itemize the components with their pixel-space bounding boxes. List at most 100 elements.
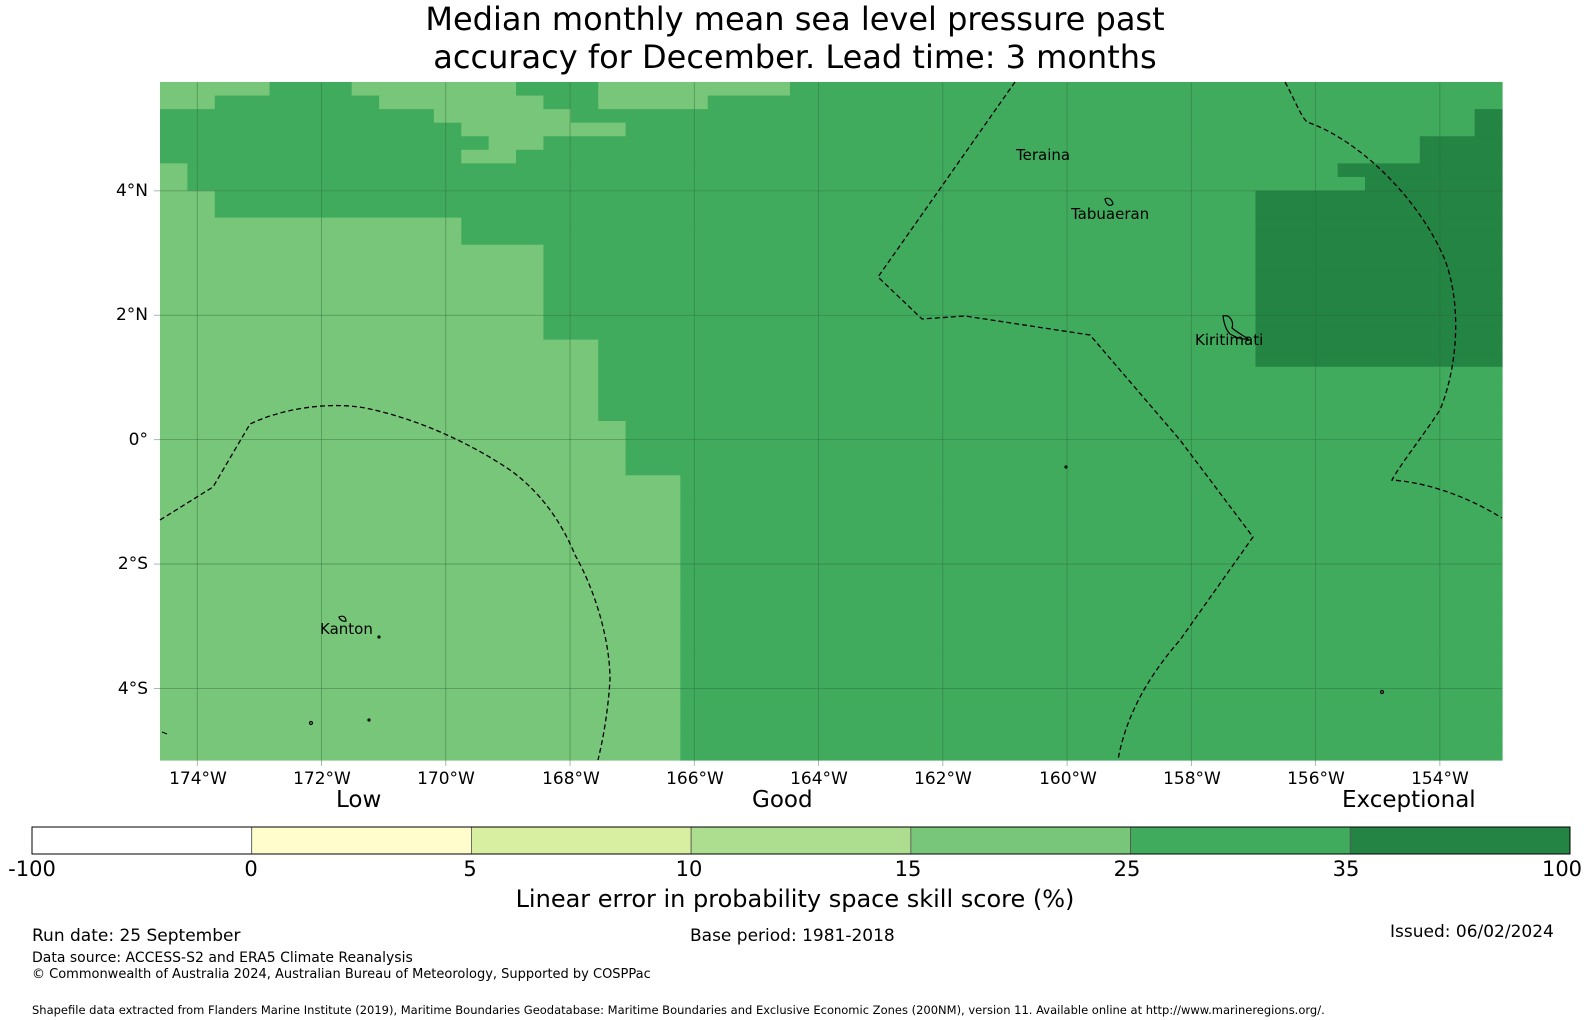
lon-tick-label-160w: 160°W [1039,769,1097,789]
skill-cell [625,461,1503,476]
skill-cell [160,149,462,164]
colorbar-tick-100: 100 [1541,857,1583,881]
colorbar-segment [690,826,912,855]
colorbar [31,826,1571,855]
skill-cell [598,393,1503,409]
island-kanton [338,615,347,622]
skill-cell [543,312,1257,327]
skill-cell [680,475,1503,490]
skill-cell [461,217,1257,232]
colorbar-tick-minus-100: -100 [8,857,56,881]
skill-cell [160,176,188,192]
skill-cell [160,570,681,585]
islet-small-2 [1064,465,1068,469]
colorbar-segment [1349,826,1571,855]
skill-cell [187,176,1366,192]
skill-cell [461,149,517,164]
lon-tick-label-158w: 158°W [1163,769,1221,789]
islet-small-4 [367,718,371,722]
islet-small-5 [1379,689,1385,695]
skill-cell [160,190,216,205]
skill-cell [598,353,1257,368]
skill-cell [160,692,681,707]
skill-cell [1474,122,1503,137]
skill-cell [160,610,681,625]
skill-cell [160,285,545,300]
colorbar-segment [471,826,692,855]
skill-cell [625,421,1503,436]
colorbar-tick-10: 10 [675,857,703,881]
lon-tick-label-170w: 170°W [417,769,475,789]
skill-cell [680,502,1503,517]
map-title: Median monthly mean sea level pressure p… [0,0,1590,76]
skill-cell [269,82,353,97]
skill-cell [488,136,545,151]
island-kiritimati [1222,315,1250,340]
colorbar-category-exceptional: Exceptional [1342,787,1476,813]
skill-cell [543,298,1257,314]
skill-cell [543,244,1257,259]
skill-cell [160,502,681,517]
lat-tick-label-4s: 4°S [117,679,148,699]
skill-cell [680,597,1503,612]
skill-cell [461,122,627,137]
skill-cell [543,271,1257,286]
colorbar-segment [251,826,472,855]
skill-cell [543,95,599,110]
colorbar-tick-15: 15 [894,857,922,881]
skill-cell [160,366,599,381]
skill-cell [625,448,1503,463]
skill-cell [680,488,1503,503]
skill-cell [1255,204,1503,219]
lon-tick-label-162w: 162°W [914,769,972,789]
skill-cell [680,705,1503,720]
lon-tick-label-168w: 168°W [542,769,600,789]
skill-cell [160,258,545,273]
colorbar-tick-5: 5 [463,857,477,881]
skill-cell [160,353,599,368]
skill-cell [160,271,545,286]
skill-cell [1255,217,1503,232]
skill-cell [160,732,681,748]
data-source: Data source: ACCESS-S2 and ERA5 Climate … [32,950,413,966]
skill-cell [160,380,599,395]
skill-cell [543,258,1257,273]
skill-cell [160,421,627,436]
skill-cell [160,95,216,110]
colorbar-segment [31,826,253,855]
shapefile-credit: Shapefile data extracted from Flanders M… [32,1003,1325,1017]
skill-cell [160,109,435,124]
skill-cell [625,122,1476,137]
skill-cell [160,393,599,409]
skill-cell [160,407,599,422]
skill-cell [160,488,681,503]
skill-cell [187,163,1339,178]
graticule [154,82,1502,766]
place-label-tabuaeran: Tabuaeran [1071,205,1150,223]
issued-date: Issued: 06/02/2024 [1390,922,1554,942]
island-tabuaeran [1104,197,1114,206]
skill-cell [160,82,271,97]
eez-boundary-kanton [159,404,611,761]
skill-cell [680,678,1503,693]
skill-cell [680,529,1503,544]
skill-cell [680,570,1503,585]
run-date: Run date: 25 September [32,926,241,946]
lon-tick-label-166w: 166°W [666,769,724,789]
skill-cell [680,610,1503,625]
skill-cell [214,204,1257,219]
islet-small-6 [161,731,168,735]
colorbar-segment [1130,826,1351,855]
skill-cell [1255,326,1503,341]
colorbar-segment [910,826,1131,855]
place-label-kanton: Kanton [320,620,373,638]
skill-cell [160,326,545,341]
skill-cell [598,366,1503,381]
colorbar-tick-0: 0 [244,857,258,881]
skill-cell [543,136,1421,151]
skill-cell [160,651,681,666]
skill-cell [160,543,681,558]
lat-tick-label-2n: 2°N [115,305,148,325]
skill-cell [680,543,1503,558]
